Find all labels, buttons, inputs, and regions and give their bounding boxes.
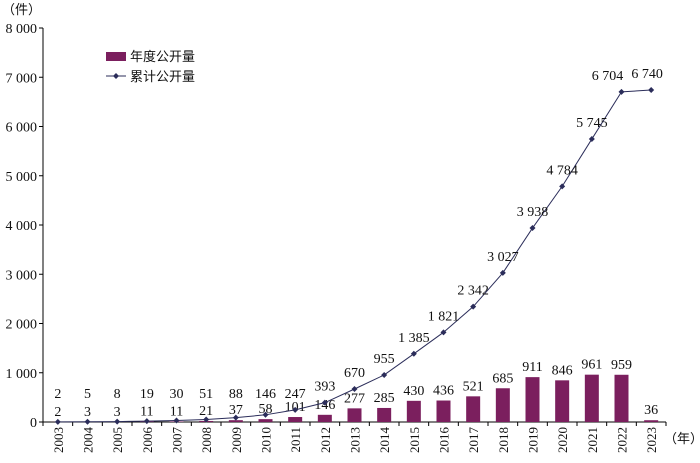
x-tick-label: 2011	[288, 427, 303, 453]
x-tick-label: 2020	[555, 427, 570, 453]
x-tick-label: 2015	[407, 427, 422, 453]
bar	[526, 377, 540, 422]
line-value-label: 88	[229, 387, 243, 402]
x-tick-label: 2014	[377, 427, 392, 454]
x-tick-label: 2017	[466, 427, 481, 454]
bar-value-label: 959	[611, 358, 632, 373]
line-value-label: 19	[140, 387, 154, 402]
bar-value-label: 961	[581, 358, 602, 373]
line-marker	[648, 87, 654, 93]
x-tick-label: 2013	[348, 427, 363, 453]
bar	[437, 401, 451, 422]
bar	[496, 388, 510, 422]
line-value-label: 4 784	[546, 163, 578, 178]
bar-value-label: 685	[492, 371, 513, 386]
bar-value-label: 285	[374, 391, 395, 406]
line-value-label: 1 385	[398, 331, 430, 346]
x-tick-label: 2005	[110, 427, 125, 453]
legend-bar-label: 年度公开量	[130, 49, 195, 64]
bar	[318, 415, 332, 422]
line-value-label: 247	[285, 387, 306, 402]
line-marker	[619, 89, 625, 95]
x-tick-label: 2006	[140, 427, 155, 454]
bar	[615, 375, 629, 422]
bar-value-label: 430	[403, 384, 424, 399]
x-tick-label: 2003	[51, 427, 66, 453]
x-tick-label: 2016	[437, 427, 452, 454]
bar	[377, 408, 391, 422]
line-value-label: 2 342	[457, 284, 489, 299]
bar	[555, 380, 569, 422]
bar	[259, 419, 273, 422]
y-tick-label: 8 000	[6, 22, 38, 37]
line-value-label: 30	[170, 387, 184, 402]
bar-value-label: 3	[84, 405, 91, 420]
bar	[466, 396, 480, 422]
y-tick-label: 1 000	[6, 367, 38, 382]
x-tick-label: 2009	[229, 427, 244, 453]
legend-line-label: 累计公开量	[130, 69, 195, 84]
y-tick-label: 6 000	[6, 121, 38, 136]
x-tick-label: 2008	[199, 427, 214, 453]
y-tick-label: 3 000	[6, 268, 38, 283]
y-tick-label: 0	[30, 416, 37, 431]
bar-value-label: 36	[644, 403, 658, 418]
line-value-label: 1 821	[428, 309, 460, 324]
bar	[644, 420, 658, 422]
bar-value-label: 521	[463, 379, 484, 394]
x-tick-label: 2023	[644, 427, 659, 453]
x-tick-label: 2007	[170, 427, 185, 454]
x-axis-label: （年）	[664, 431, 700, 446]
bar-value-label: 277	[344, 391, 365, 406]
bar	[348, 408, 362, 422]
x-tick-label: 2004	[81, 427, 96, 454]
bar	[407, 401, 421, 422]
bar-value-label: 436	[433, 384, 454, 399]
legend-line-marker	[113, 73, 119, 79]
line-value-label: 146	[255, 387, 276, 402]
y-tick-label: 2 000	[6, 318, 38, 333]
bar-value-label: 2	[54, 405, 61, 420]
line-value-label: 2	[54, 387, 61, 402]
bar-value-label: 3	[114, 405, 121, 420]
line-value-label: 6 740	[631, 67, 663, 82]
x-tick-label: 2019	[526, 427, 541, 453]
x-tick-label: 2012	[318, 427, 333, 453]
bar-value-label: 911	[522, 360, 542, 375]
line-value-label: 5 745	[576, 116, 608, 131]
line-marker	[589, 136, 595, 142]
line-value-label: 3 938	[517, 205, 549, 220]
bar	[585, 375, 599, 422]
line-value-label: 955	[374, 352, 395, 367]
bar-value-label: 11	[140, 404, 153, 419]
line-value-label: 5	[84, 387, 91, 402]
legend: 年度公开量 累计公开量	[106, 49, 195, 84]
y-tick-label: 4 000	[6, 219, 38, 234]
bar-value-label: 846	[552, 363, 573, 378]
line-value-label: 393	[314, 380, 335, 395]
line-value-label: 6 704	[592, 69, 624, 84]
x-tick-label: 2010	[259, 427, 274, 453]
x-tick-label: 2018	[496, 427, 511, 453]
x-tick-label: 2021	[585, 427, 600, 453]
x-tick-label: 2022	[615, 427, 630, 453]
line-value-label: 8	[114, 387, 121, 402]
y-tick-label: 5 000	[6, 170, 38, 185]
y-axis-label: （件）	[2, 2, 41, 17]
legend-bar-swatch	[106, 52, 126, 61]
bar	[288, 417, 302, 422]
line-value-label: 51	[199, 387, 213, 402]
y-tick-label: 7 000	[6, 71, 38, 86]
line-value-label: 3 027	[487, 250, 519, 265]
line-value-label: 670	[344, 366, 365, 381]
bar-value-label: 11	[170, 404, 183, 419]
